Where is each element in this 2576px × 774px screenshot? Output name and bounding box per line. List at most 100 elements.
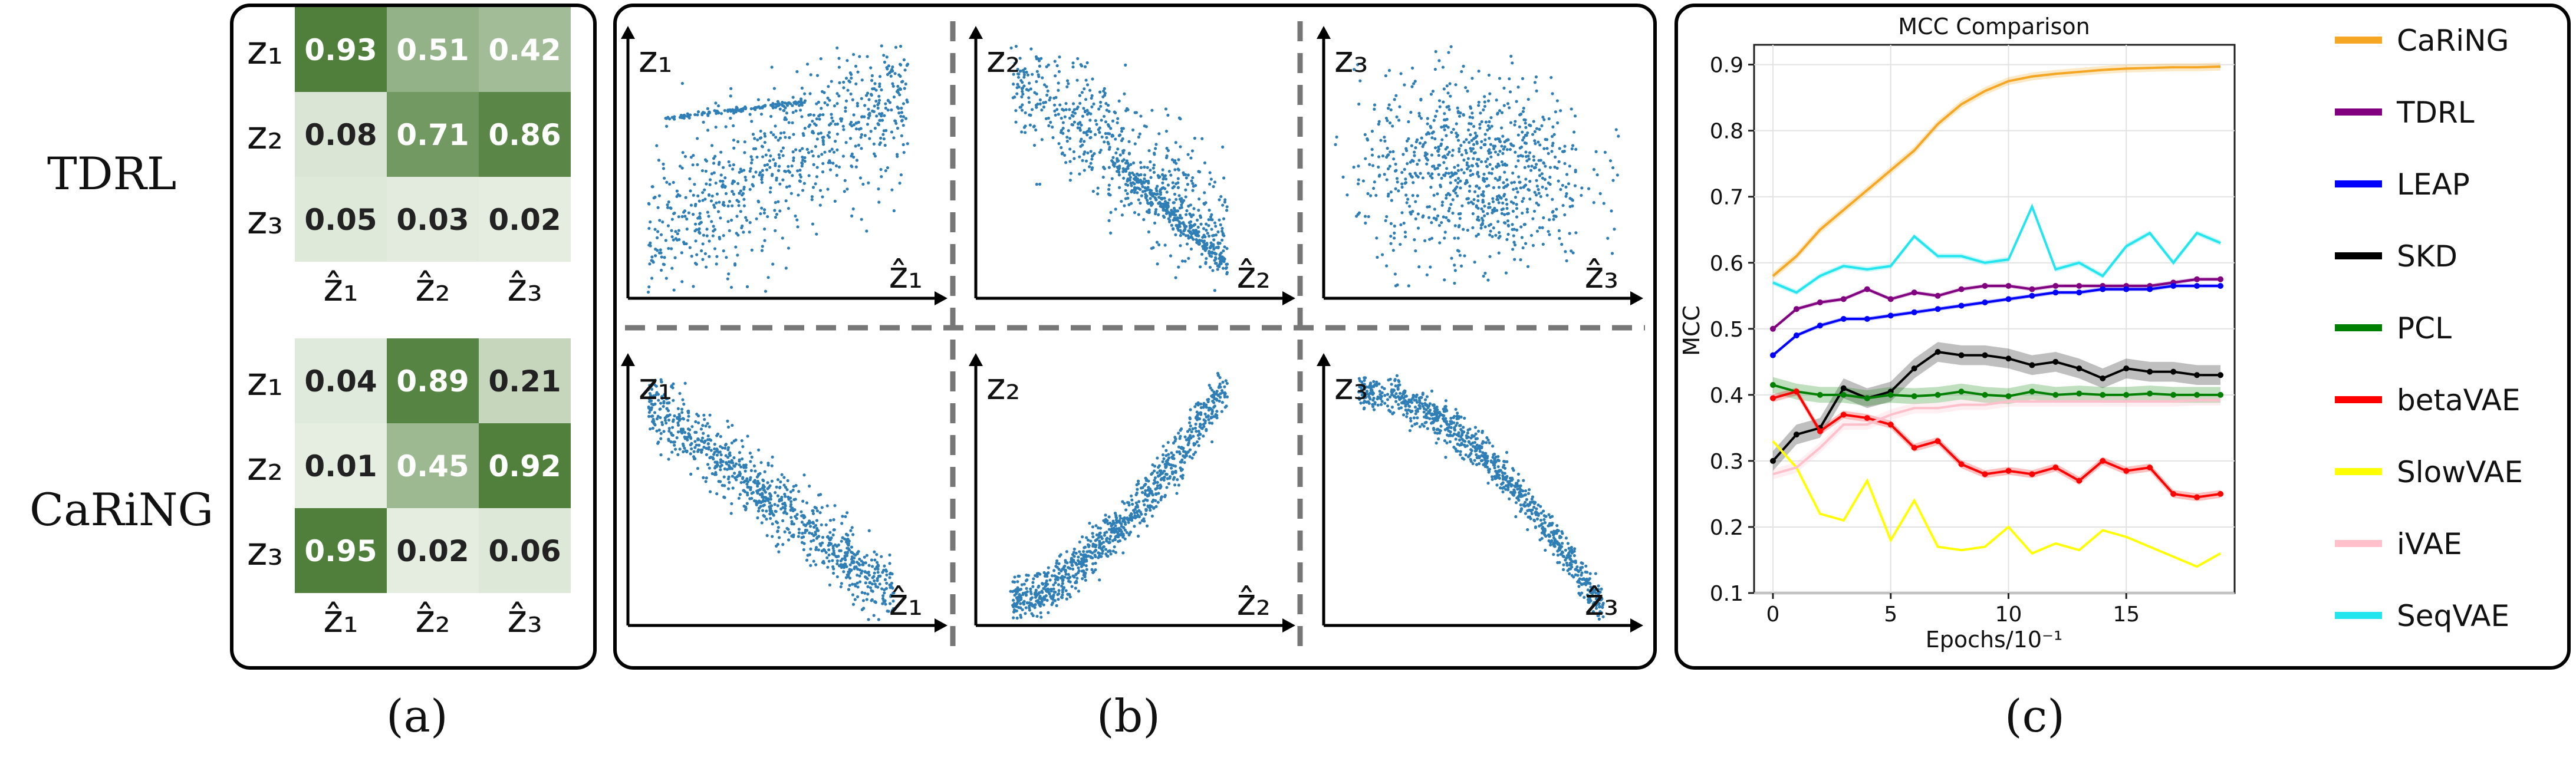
- scatter-point: [1483, 143, 1487, 146]
- scatter-point: [1426, 122, 1429, 126]
- scatter-point: [1061, 590, 1064, 594]
- scatter-point: [723, 176, 727, 180]
- scatter-point: [1109, 210, 1113, 214]
- scatter-point: [748, 187, 752, 191]
- scatter-point: [1184, 195, 1187, 199]
- scatter-point: [1456, 139, 1460, 142]
- scatter-point: [761, 499, 765, 503]
- scatter-point: [1133, 188, 1136, 192]
- scatter-point: [1522, 197, 1525, 200]
- scatter-point: [1024, 579, 1028, 582]
- scatter-point: [712, 229, 715, 233]
- scatter-point: [1130, 171, 1134, 175]
- scatter-point: [1185, 454, 1188, 457]
- scatter-point: [1426, 205, 1429, 209]
- scatter-point: [1431, 90, 1435, 93]
- scatter-point: [1534, 166, 1537, 169]
- scatter-point: [715, 492, 719, 496]
- scatter-point: [860, 218, 863, 221]
- scatter-point: [1426, 131, 1430, 134]
- scatter-point: [1059, 553, 1062, 556]
- scatter-point: [1481, 210, 1485, 213]
- scatter-point: [1124, 169, 1127, 173]
- scatter-point: [756, 490, 759, 495]
- scatter-point: [1518, 180, 1522, 184]
- tdrl-cell-value: 0.42: [488, 33, 561, 67]
- scatter-point: [1437, 99, 1442, 103]
- scatter-point: [1074, 587, 1077, 590]
- scatter-point: [749, 167, 752, 170]
- scatter-point: [1447, 51, 1450, 54]
- scatter-point: [1024, 124, 1027, 128]
- scatter-point: [763, 134, 767, 138]
- scatter-point: [1012, 598, 1015, 602]
- scatter-point: [694, 203, 698, 206]
- scatter-point: [1551, 141, 1555, 145]
- scatter-point: [777, 139, 780, 142]
- scatter-point: [1446, 218, 1450, 222]
- scatter-point: [1478, 126, 1482, 130]
- scatter-point: [1182, 221, 1185, 225]
- scatter-point: [1075, 78, 1079, 82]
- scatter-point: [902, 115, 905, 118]
- scatter-point: [1404, 181, 1408, 185]
- scatter-point: [1468, 453, 1472, 457]
- scatter-point: [830, 147, 834, 151]
- scatter-point: [1152, 195, 1155, 198]
- scatter-point: [892, 591, 896, 595]
- scatter-point: [1516, 154, 1520, 158]
- scatter-point: [859, 136, 863, 139]
- scatter-point: [760, 177, 764, 182]
- scatter-point: [815, 102, 818, 106]
- scatter-point: [1177, 450, 1181, 454]
- caring-cell-2-1: [295, 423, 387, 508]
- scatter-point: [781, 101, 784, 104]
- scatter-point: [1518, 146, 1522, 150]
- scatter-point: [1406, 411, 1409, 415]
- scatter-point: [1189, 247, 1193, 251]
- scatter-point: [655, 429, 659, 433]
- scatter-point: [1425, 395, 1429, 398]
- scatter-point: [1498, 77, 1502, 80]
- scatter-point: [676, 421, 680, 424]
- scatter-point: [1212, 185, 1215, 189]
- scatter-point: [795, 218, 799, 222]
- scatter-point: [1483, 133, 1487, 136]
- scatter-point: [703, 188, 706, 192]
- scatter-point: [673, 443, 676, 447]
- scatter-point: [1473, 426, 1478, 429]
- scatter-point: [690, 447, 693, 451]
- scatter-point: [738, 493, 742, 496]
- scatter-point: [1398, 105, 1401, 108]
- scatter-point: [1610, 209, 1613, 213]
- scatter-point: [1459, 111, 1462, 115]
- scatter-point: [753, 479, 756, 482]
- scatter-point: [1421, 176, 1424, 180]
- scatter-point: [1505, 238, 1509, 241]
- scatter-point: [1505, 148, 1509, 151]
- scatter-point: [1488, 148, 1491, 151]
- scatter-point: [1478, 462, 1481, 466]
- scatter-point: [1052, 587, 1055, 591]
- scatter-point: [716, 432, 720, 436]
- scatter-point: [1174, 233, 1177, 236]
- scatter-point: [669, 440, 673, 444]
- scatter-point: [1555, 99, 1559, 103]
- scatter-point: [852, 559, 856, 564]
- scatter-point: [1192, 453, 1196, 456]
- scatter-point: [1458, 217, 1462, 220]
- scatter-point: [787, 121, 791, 124]
- scatter-point: [1083, 65, 1087, 68]
- scatter-point: [1147, 208, 1151, 212]
- scatter-point: [772, 133, 775, 137]
- scatter-point: [874, 99, 878, 103]
- scatter-point: [723, 446, 727, 450]
- scatter-point: [842, 570, 845, 574]
- scatter-point: [714, 126, 718, 129]
- scatter-point: [829, 122, 833, 126]
- scatter-point: [1144, 125, 1148, 129]
- scatter-point: [839, 549, 843, 552]
- scatter-point: [659, 437, 663, 440]
- scatter-point: [1157, 243, 1161, 246]
- scatter-point: [755, 217, 758, 220]
